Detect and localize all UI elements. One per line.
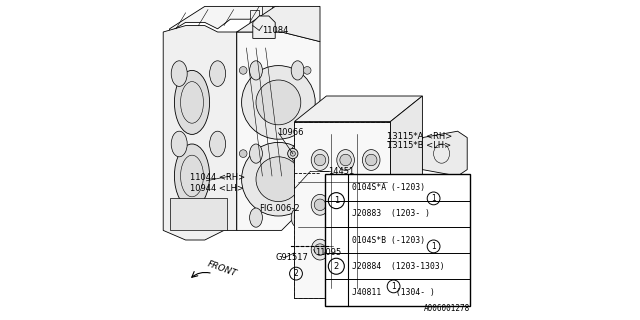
- Text: 0104S*A (-1203): 0104S*A (-1203): [352, 183, 425, 192]
- Polygon shape: [422, 176, 467, 221]
- Text: J20884  (1203-1303): J20884 (1203-1303): [352, 262, 444, 271]
- Ellipse shape: [210, 61, 226, 86]
- Circle shape: [314, 244, 326, 255]
- Ellipse shape: [311, 150, 329, 171]
- Circle shape: [303, 67, 311, 74]
- Ellipse shape: [337, 239, 355, 260]
- Text: G91517: G91517: [275, 253, 308, 262]
- Ellipse shape: [174, 70, 210, 134]
- Ellipse shape: [291, 208, 304, 227]
- Circle shape: [303, 150, 311, 157]
- Text: 2: 2: [333, 262, 339, 271]
- Polygon shape: [237, 32, 278, 230]
- Circle shape: [340, 199, 351, 211]
- Polygon shape: [170, 6, 278, 32]
- Circle shape: [314, 154, 326, 166]
- Polygon shape: [294, 122, 390, 298]
- Text: 0104S*B (-1203): 0104S*B (-1203): [352, 236, 425, 244]
- Polygon shape: [294, 96, 422, 122]
- Text: 2: 2: [294, 269, 298, 278]
- Circle shape: [239, 67, 247, 74]
- Polygon shape: [253, 16, 275, 38]
- Ellipse shape: [210, 131, 226, 157]
- Bar: [170, 198, 227, 230]
- Circle shape: [314, 199, 326, 211]
- Text: 11084: 11084: [262, 26, 288, 35]
- Text: FIG.006-2: FIG.006-2: [259, 204, 300, 212]
- Bar: [262, 6, 272, 19]
- Ellipse shape: [256, 80, 301, 125]
- Text: 1: 1: [431, 242, 436, 251]
- Ellipse shape: [250, 61, 262, 80]
- Circle shape: [365, 244, 377, 255]
- Text: FRONT: FRONT: [206, 259, 238, 278]
- Ellipse shape: [337, 194, 355, 215]
- Bar: [250, 10, 259, 22]
- Circle shape: [340, 154, 351, 166]
- Ellipse shape: [291, 61, 304, 80]
- Text: 1: 1: [333, 196, 339, 205]
- Text: 1: 1: [431, 194, 436, 203]
- Ellipse shape: [241, 66, 315, 139]
- Polygon shape: [422, 131, 467, 176]
- Ellipse shape: [362, 194, 380, 215]
- Polygon shape: [163, 26, 237, 240]
- Circle shape: [365, 199, 377, 211]
- Bar: [325, 174, 470, 306]
- Ellipse shape: [250, 208, 262, 227]
- Text: 1: 1: [391, 282, 396, 291]
- Polygon shape: [237, 6, 320, 42]
- Text: 11044 <RH>: 11044 <RH>: [191, 173, 246, 182]
- Polygon shape: [237, 32, 320, 230]
- Ellipse shape: [291, 144, 304, 163]
- Text: 11095: 11095: [315, 248, 342, 257]
- Polygon shape: [422, 221, 467, 266]
- Circle shape: [383, 277, 392, 286]
- Ellipse shape: [256, 157, 301, 202]
- Ellipse shape: [311, 194, 329, 215]
- Ellipse shape: [362, 239, 380, 260]
- Text: J20883  (1203- ): J20883 (1203- ): [352, 209, 429, 218]
- Text: 10966: 10966: [277, 128, 303, 137]
- Text: J40811   (1304- ): J40811 (1304- ): [352, 288, 435, 297]
- Ellipse shape: [337, 150, 355, 171]
- Circle shape: [287, 148, 298, 159]
- Circle shape: [239, 150, 247, 157]
- Circle shape: [290, 151, 295, 156]
- Text: 13115*A <RH>: 13115*A <RH>: [387, 132, 452, 140]
- Polygon shape: [390, 96, 422, 298]
- Ellipse shape: [311, 239, 329, 260]
- Ellipse shape: [172, 61, 187, 86]
- Ellipse shape: [241, 142, 315, 216]
- Text: A006001278: A006001278: [424, 304, 470, 313]
- Ellipse shape: [362, 150, 380, 171]
- Circle shape: [340, 244, 351, 255]
- Text: 14451: 14451: [328, 167, 355, 176]
- Ellipse shape: [250, 144, 262, 163]
- Text: 10944 <LH>: 10944 <LH>: [191, 184, 244, 193]
- Ellipse shape: [174, 144, 210, 208]
- Circle shape: [365, 154, 377, 166]
- Text: 13115*B <LH>: 13115*B <LH>: [387, 141, 451, 150]
- Ellipse shape: [172, 131, 187, 157]
